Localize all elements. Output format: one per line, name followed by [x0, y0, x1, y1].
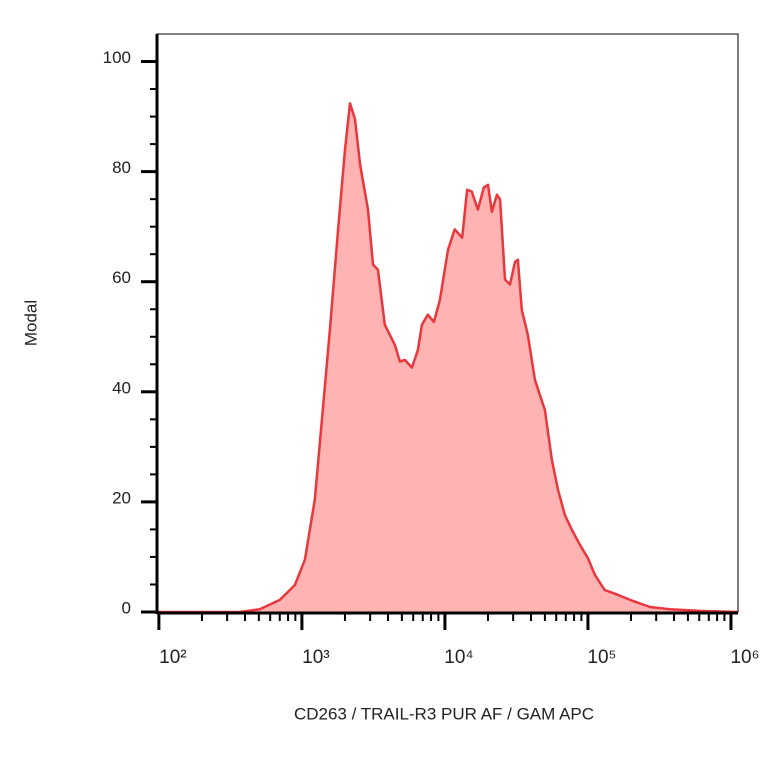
y-tick-label: 100 — [103, 48, 131, 67]
x-axis-label: CD263 / TRAIL-R3 PUR AF / GAM APC — [294, 704, 594, 723]
y-tick-label: 60 — [112, 268, 131, 287]
x-tick-label: 10⁴ — [444, 647, 473, 668]
x-tick-label: 10² — [159, 647, 186, 668]
y-tick-label: 80 — [112, 158, 131, 177]
y-tick-label: 0 — [122, 598, 131, 617]
y-axis-label: Modal — [21, 300, 40, 346]
y-tick-label: 40 — [112, 378, 131, 397]
x-tick-label: 10⁶ — [730, 647, 759, 668]
x-tick-label: 10⁵ — [587, 647, 616, 668]
x-tick-label: 10³ — [302, 647, 329, 668]
area-fill — [157, 103, 738, 613]
y-tick-label: 20 — [112, 488, 131, 507]
area-line — [157, 102, 739, 614]
